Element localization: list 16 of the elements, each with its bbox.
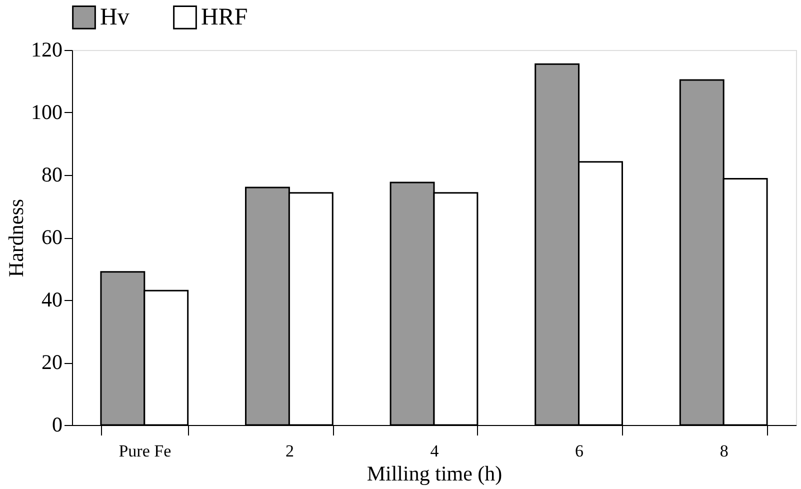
y-tick-label: 60	[42, 225, 62, 249]
x-axis-title: Milling time (h)	[366, 462, 502, 486]
x-tick-label: 2	[285, 442, 294, 460]
x-tick-label: 8	[720, 442, 728, 460]
y-axis-title: Hardness	[4, 198, 28, 278]
legend-label: Hv	[100, 4, 130, 30]
y-tick-label: 0	[52, 412, 62, 436]
legend-label: HRF	[201, 4, 248, 30]
x-tick-label: Pure Fe	[118, 442, 172, 460]
y-tick-label: 40	[42, 288, 62, 312]
x-tick-label: 6	[575, 442, 584, 460]
y-tick-label: 80	[42, 162, 62, 186]
y-tick-label: 20	[42, 350, 62, 374]
x-tick-label: 4	[430, 442, 440, 460]
y-tick-label: 100	[31, 100, 62, 124]
y-tick-label: 120	[31, 38, 62, 62]
